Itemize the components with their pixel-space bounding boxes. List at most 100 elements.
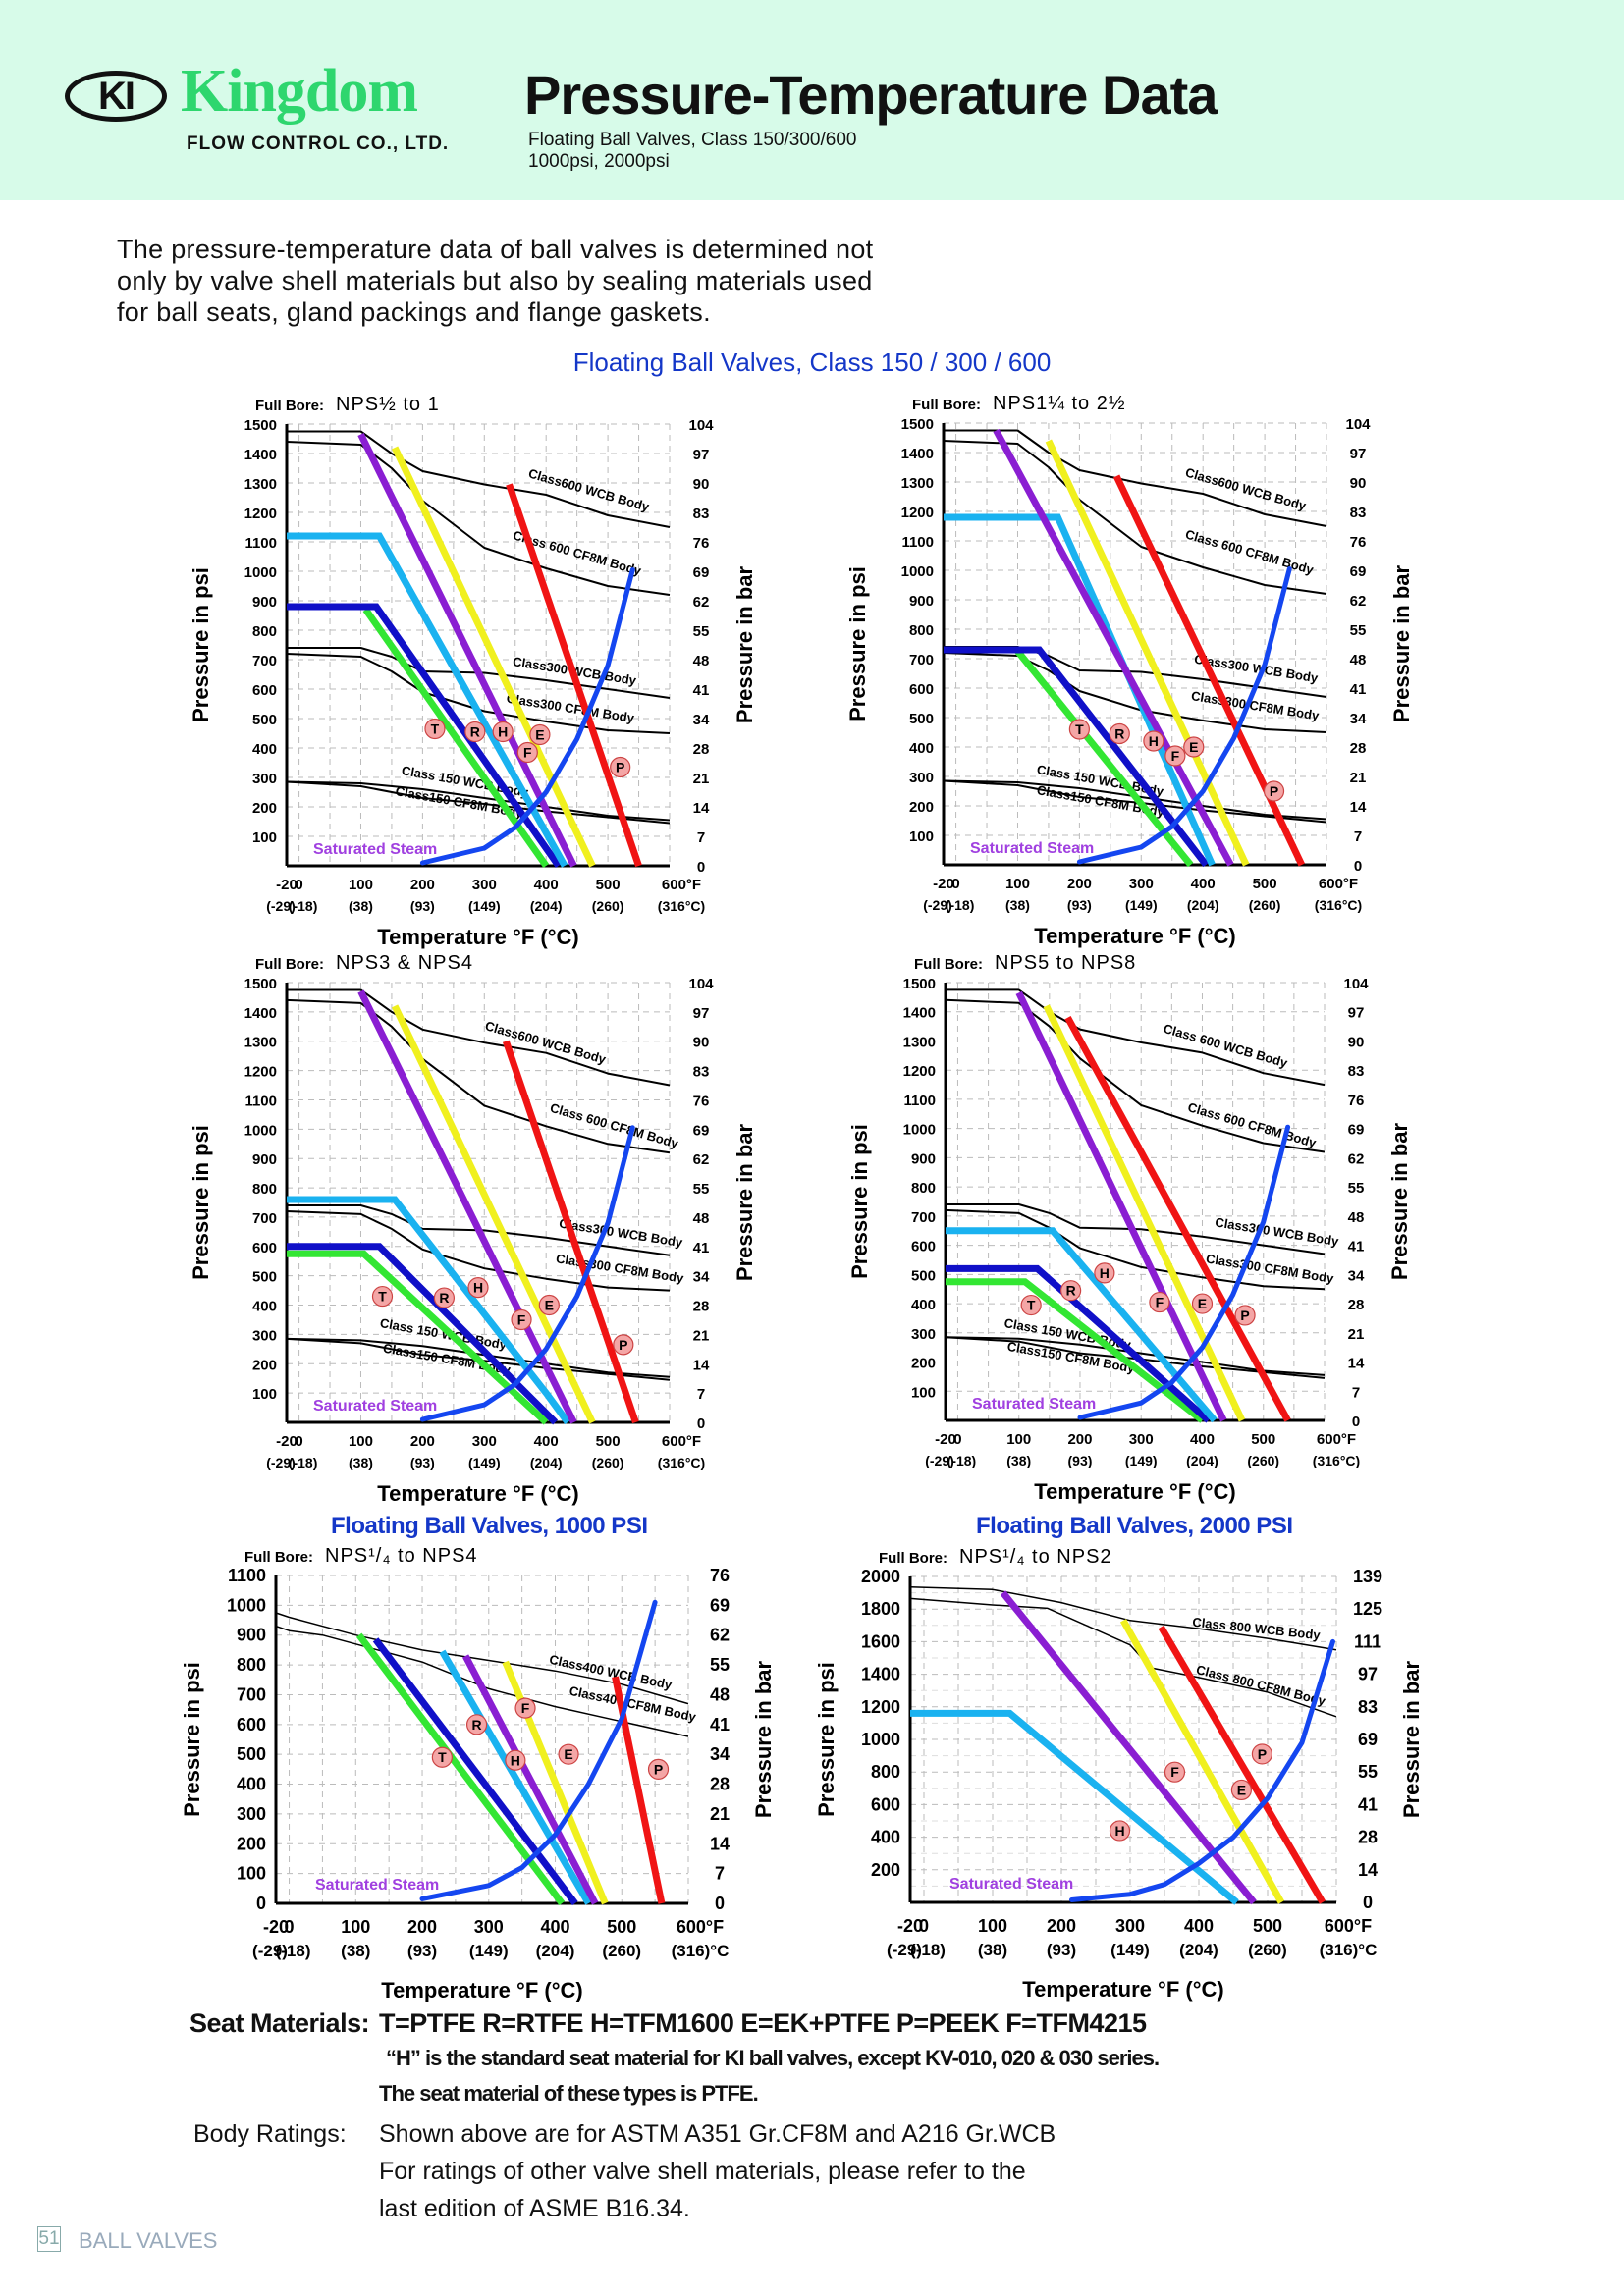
x-tick-label-celsius: (93) xyxy=(1067,897,1092,913)
y-tick-label-bar: 104 xyxy=(1345,416,1371,433)
x-tick-label-celsius: (-18) xyxy=(289,898,318,914)
y-tick-label: 1000 xyxy=(227,1595,266,1615)
y-tick-label: 500 xyxy=(909,711,934,727)
y-tick-label-bar: 14 xyxy=(693,800,710,817)
y-tick-label: 400 xyxy=(911,1297,936,1313)
y-tick-label: 1500 xyxy=(244,976,277,992)
y-tick-label-bar: 83 xyxy=(693,1064,710,1081)
company-name: FLOW CONTROL CO., LTD. xyxy=(187,133,450,154)
y-tick-label-bar: 41 xyxy=(1358,1794,1378,1814)
y-tick-label-bar: 83 xyxy=(1348,1063,1365,1080)
y-tick-label-bar: 48 xyxy=(1350,652,1367,668)
page-number: 51 xyxy=(37,2226,61,2252)
x-tick-label: 0 xyxy=(953,1431,961,1448)
x-axis-label: Temperature °F (°C) xyxy=(1022,1977,1223,2002)
x-tick-label-celsius: (149) xyxy=(468,1455,501,1470)
y-tick-label-bar: 69 xyxy=(693,1122,710,1139)
seat-marker-P: P xyxy=(647,1758,670,1780)
seat-marker-label: P xyxy=(654,1761,663,1777)
seat-marker-R: R xyxy=(1109,722,1130,745)
y-tick-label: 1500 xyxy=(244,417,277,434)
y-tick-label: 800 xyxy=(252,623,277,640)
seat-marker-circle xyxy=(516,741,538,764)
x-tick-label-celsius: (93) xyxy=(410,898,435,914)
seat-line-R xyxy=(944,646,1210,868)
x-tick-label: -20 xyxy=(276,1433,298,1450)
y-tick-label-bar: 97 xyxy=(1350,446,1367,462)
x-axis-label: Temperature °F (°C) xyxy=(381,1978,582,2002)
logo-mark-text: KI xyxy=(98,74,135,118)
y-tick-label: 300 xyxy=(252,1327,277,1344)
y-tick-label-bar: 90 xyxy=(1350,475,1367,492)
y-tick-label-bar: 7 xyxy=(1354,828,1362,845)
full-bore-size: NPS1¼ to 2½ xyxy=(993,393,1126,414)
saturated-steam-curve xyxy=(1069,1638,1335,1902)
seat-marker-circle xyxy=(424,718,446,740)
seat-marker-label: H xyxy=(511,1752,520,1768)
seat-marker-circle xyxy=(1109,1820,1131,1842)
y-tick-label-bar: 48 xyxy=(693,653,710,669)
y-tick-label: 100 xyxy=(252,1386,277,1403)
seat-marker-E: E xyxy=(1230,1779,1253,1801)
body-rating-curve xyxy=(946,988,1326,1087)
seat-marker-label: E xyxy=(1198,1296,1207,1311)
saturated-steam-label: Saturated Steam xyxy=(315,1877,439,1894)
seat-marker-circle xyxy=(1164,745,1186,767)
y-tick-label-bar: 21 xyxy=(693,1327,710,1344)
x-tick-label: 500 xyxy=(596,877,621,893)
seat-marker-label: F xyxy=(517,1311,526,1327)
x-tick-label: 600°F xyxy=(677,1917,724,1937)
y-tick-label-bar: 14 xyxy=(1350,799,1367,816)
seat-marker-T: T xyxy=(371,1285,394,1308)
seat-marker-label: P xyxy=(1258,1746,1267,1762)
seat-marker-T: T xyxy=(1068,719,1090,740)
y-tick-label-bar: 76 xyxy=(1350,534,1367,551)
seat-line-T xyxy=(1014,649,1194,868)
x-tick-label: 500 xyxy=(596,1433,621,1450)
y-tick-label-bar: 97 xyxy=(1348,1005,1365,1022)
seat-marker-circle xyxy=(464,721,486,743)
y-tick-label: 100 xyxy=(911,1384,936,1401)
x-tick-label: 200 xyxy=(407,1917,437,1937)
x-tick-label: 400 xyxy=(1190,1431,1215,1448)
full-bore-label: Full Bore: xyxy=(914,956,983,973)
y-tick-label-bar: 69 xyxy=(1358,1730,1378,1749)
seat-marker-F: F xyxy=(511,1308,532,1331)
y-tick-label-bar: 28 xyxy=(1350,740,1367,757)
body-ratings-line-2: For ratings of other valve shell materia… xyxy=(379,2158,1026,2185)
y-axis-label-right: Pressure in bar xyxy=(1387,1122,1412,1280)
full-bore-size: NPS¹/₄ to NPS4 xyxy=(325,1545,478,1567)
seat-marker-label: F xyxy=(521,1700,530,1716)
x-tick-label-celsius: (93) xyxy=(1068,1453,1093,1468)
seat-marker-label: P xyxy=(619,1337,627,1353)
x-tick-label: 0 xyxy=(295,877,302,893)
x-tick-label-celsius: (316)°C xyxy=(672,1942,730,1960)
y-tick-label: 700 xyxy=(911,1209,936,1226)
y-axis-label-right: Pressure in bar xyxy=(751,1660,776,1818)
seat-line-F xyxy=(357,432,577,868)
seat-marker-circle xyxy=(1251,1743,1273,1765)
footer-section: BALL VALVES xyxy=(79,2228,218,2253)
seat-line-E xyxy=(1045,439,1250,867)
y-tick-label: 1200 xyxy=(244,506,277,522)
x-tick-label-celsius: (-29) xyxy=(252,1942,288,1960)
y-tick-label: 700 xyxy=(909,652,934,668)
x-tick-label: 200 xyxy=(1047,1916,1076,1936)
y-tick-label: 300 xyxy=(237,1804,266,1824)
page-title: Pressure-Temperature Data xyxy=(524,64,1218,126)
y-tick-label-bar: 41 xyxy=(1350,681,1367,698)
y-tick-label: 200 xyxy=(871,1860,900,1880)
y-tick-label: 100 xyxy=(909,828,934,845)
body-rating-curve xyxy=(275,1625,689,1737)
y-tick-label-bar: 62 xyxy=(693,1151,710,1168)
x-tick-label-celsius: (204) xyxy=(530,898,563,914)
y-tick-label-bar: 7 xyxy=(697,829,705,846)
seat-marker-F: F xyxy=(1164,745,1186,767)
y-tick-label: 1000 xyxy=(244,564,277,581)
x-axis-label: Temperature °F (°C) xyxy=(377,1481,578,1506)
seat-line-R xyxy=(372,1637,578,1906)
seat-line-F xyxy=(993,428,1234,867)
y-tick-label: 600 xyxy=(252,682,277,699)
y-tick-label-bar: 0 xyxy=(1352,1414,1360,1430)
x-tick-label: 100 xyxy=(349,877,373,893)
